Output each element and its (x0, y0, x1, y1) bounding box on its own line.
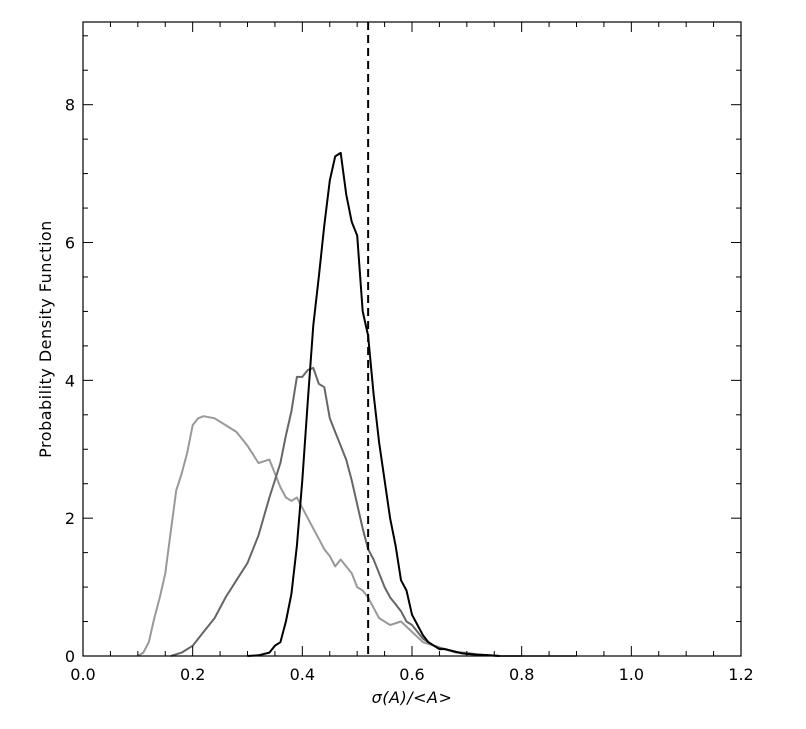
series-line-2 (170, 366, 522, 657)
y-tick-label: 6 (65, 234, 75, 253)
y-tick-label: 4 (65, 371, 75, 390)
y-tick-label: 8 (65, 96, 75, 115)
x-tick-label: 0.0 (70, 665, 95, 684)
x-tick-label: 0.2 (180, 665, 205, 684)
y-axis-ticks: 0 2 4 6 8 (65, 35, 741, 666)
x-tick-label: 0.4 (290, 665, 315, 684)
x-axis-ticks: 0.0 0.2 0.4 0.6 0.8 1.0 1.2 (70, 22, 754, 684)
x-tick-label: 1.2 (728, 665, 753, 684)
x-tick-label: 0.6 (399, 665, 424, 684)
x-axis-label: σ(A)/<A> (372, 688, 453, 707)
x-tick-label: 0.8 (509, 665, 534, 684)
y-tick-label: 2 (65, 509, 75, 528)
y-tick-label: 0 (65, 647, 75, 666)
plot-frame (82, 21, 742, 657)
y-axis-label: Probability Density Function (36, 220, 55, 458)
series-line-3 (247, 151, 500, 657)
x-tick-label: 1.0 (619, 665, 644, 684)
series-line-1 (137, 415, 577, 657)
plot-lines (137, 22, 577, 657)
